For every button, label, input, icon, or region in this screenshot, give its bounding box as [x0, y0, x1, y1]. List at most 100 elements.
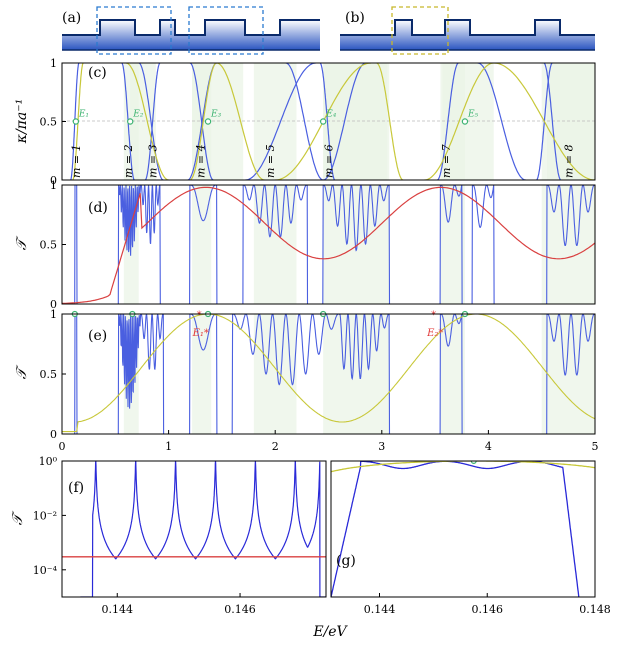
dispersion-branch	[543, 63, 562, 180]
pass-band	[547, 63, 595, 180]
panel-label-c: (c)	[88, 65, 107, 81]
pass-band	[440, 185, 465, 304]
band-index-label: m = 3	[147, 144, 160, 178]
x-tick-label: 1	[165, 440, 172, 453]
band-index-label: m = 7	[440, 144, 453, 178]
transmission-line	[62, 314, 595, 434]
y-tick-label: 10⁻⁴	[33, 564, 58, 577]
crossing-point	[204, 118, 212, 125]
crossing-point	[461, 118, 469, 125]
y-tick-label: 0	[50, 428, 57, 441]
y-axis-label-c: κ/πa⁻¹	[14, 99, 30, 144]
dispersion-branch-periodic	[125, 63, 169, 180]
log-transmission	[62, 461, 326, 597]
pass-band	[253, 185, 297, 304]
panel-label-f: (f)	[68, 480, 84, 496]
x-tick-label: 5	[592, 440, 599, 453]
pass-band	[253, 63, 297, 180]
dispersion-branch-periodic	[493, 63, 595, 180]
dispersion-branch	[319, 63, 336, 180]
panel-b-structure: (b)	[340, 6, 595, 55]
dispersion-branch	[285, 63, 324, 180]
crossing-point	[127, 118, 134, 125]
panel-label-e: (e)	[88, 328, 107, 344]
star-label: E₁*	[192, 328, 209, 339]
panel-label-a: (a)	[62, 10, 81, 26]
dispersion-branch	[138, 63, 164, 180]
pass-band	[323, 314, 390, 434]
transmission-periodic	[62, 314, 595, 433]
y-axis-label-d: 𝒯	[14, 235, 30, 250]
log-transmission-line	[80, 461, 326, 597]
crossing-point-label: E₃	[210, 110, 222, 120]
band-index-label: m = 5	[264, 144, 277, 178]
transmission-curves	[62, 185, 595, 304]
y-tick-label: 0.5	[40, 239, 58, 252]
log-transmission-periodic	[331, 461, 595, 473]
dispersion-branch	[477, 63, 526, 180]
panel-label-g: (g)	[336, 553, 356, 569]
log-transmission-line	[331, 461, 580, 597]
panel-d: (d) 0 0.5 1 𝒯	[14, 179, 596, 311]
x-tick-label: 0.144	[102, 603, 134, 616]
crossing-point-label: E₄	[325, 110, 337, 120]
star-marker: *	[431, 310, 436, 321]
crossing-point	[319, 118, 327, 125]
dispersion-branch	[144, 63, 161, 180]
star-marker: *	[197, 310, 202, 321]
crossing-point-label: E₁	[78, 110, 89, 120]
panel-label-d: (d)	[88, 200, 108, 216]
dispersion-branch	[437, 63, 459, 180]
y-tick-label: 10⁰	[39, 455, 58, 468]
y-tick-label: 0.5	[40, 116, 58, 129]
pass-band	[323, 185, 390, 304]
dispersion-branch-periodic	[424, 63, 494, 180]
band-index-labels: m = 1 m = 2 m = 3 m = 4 m = 5 m = 6 m = 7 m = 8	[70, 144, 575, 178]
x-tick-label: 4	[485, 440, 492, 453]
dispersion-branch-periodic	[216, 63, 265, 180]
y-tick-label: 1	[50, 308, 57, 321]
pass-band	[541, 314, 595, 434]
panel-f: (f) 10⁰ 10⁻² 10⁻⁴ 0.144 0.146 𝒯	[10, 455, 327, 616]
log-transmission	[331, 461, 595, 597]
y-tick-label: 0.5	[40, 368, 58, 381]
y-tick-label: 0	[50, 174, 57, 187]
pass-band	[541, 185, 595, 304]
x-axis-label: E/eV	[312, 624, 348, 640]
panel-label-b: (b)	[345, 10, 365, 26]
dispersion-branch-periodic	[189, 63, 217, 180]
x-tick-label: 0.146	[224, 603, 256, 616]
x-tick-label: 0	[59, 440, 66, 453]
transmission-line	[62, 185, 595, 304]
transmission-curves	[62, 314, 595, 434]
transmission-reference	[62, 186, 595, 304]
band-index-label: m = 4	[195, 144, 208, 178]
y-tick-label: 1	[50, 57, 57, 70]
dispersion-branch-periodic	[376, 63, 404, 180]
crossing-point-label: E₂	[132, 110, 144, 120]
panel-e: * E₁* * E₂* (e) 0 0.5 1 0 1 2 3 4 5 𝒯	[14, 308, 599, 453]
crossing-points: E₁ E₂ E₃ E₄ E₅	[72, 110, 479, 125]
x-tick-label: 2	[272, 440, 279, 453]
band-index-label: m = 2	[122, 144, 135, 178]
y-tick-label: 1	[50, 179, 57, 192]
pass-band	[323, 63, 388, 180]
x-tick-label: 0.148	[579, 603, 611, 616]
pass-band	[192, 63, 244, 180]
y-tick-label: 10⁻²	[33, 509, 57, 522]
y-axis-label-e: 𝒯	[14, 364, 30, 379]
crossing-point	[72, 118, 80, 125]
unit-cell-box	[391, 6, 449, 55]
x-tick-label: 0.144	[364, 603, 396, 616]
x-tick-label: 0.146	[471, 603, 503, 616]
band-index-label: m = 8	[562, 144, 575, 178]
band-index-label: m = 6	[323, 144, 336, 178]
dispersion-branch	[323, 63, 366, 180]
panel-g: (g) 0.144 0.146 0.148	[330, 460, 611, 616]
crossing-point-label: E₅	[467, 110, 479, 120]
unit-cell-box	[188, 6, 264, 55]
star-label: E₂*	[426, 328, 443, 339]
y-axis-label-f: 𝒯	[10, 510, 26, 525]
